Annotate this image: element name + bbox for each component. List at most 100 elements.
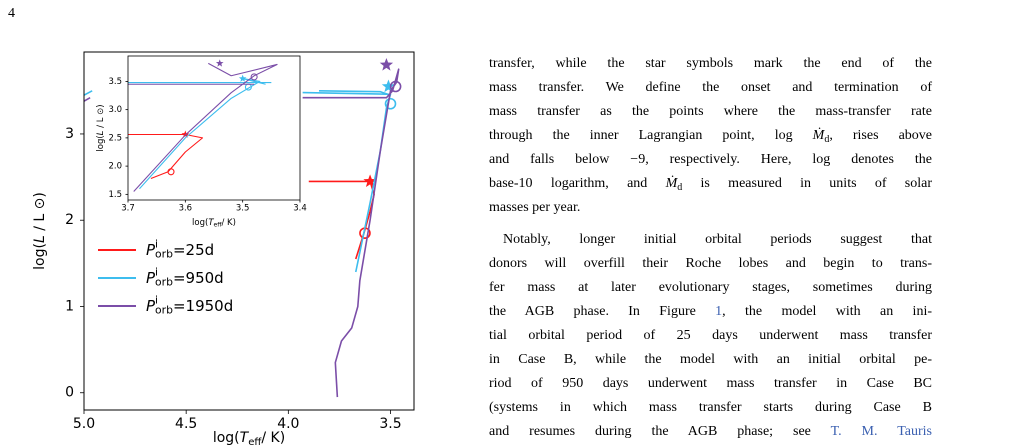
text-line: riod of 950 days underwent mass transfer… [489, 372, 932, 396]
track [128, 78, 272, 190]
frame [127, 55, 301, 201]
y-axis-label: log(L / L ⊙) [96, 104, 106, 151]
end-marker [363, 174, 377, 188]
y-tick-label: 0 [65, 385, 74, 401]
legend-label: Pi orb=1950d [146, 293, 233, 316]
text-part: / K) [261, 430, 285, 446]
y-tick-label: 2.0 [108, 162, 122, 172]
text-part: eff [248, 437, 262, 448]
link[interactable]: 1 [715, 304, 723, 319]
text-line: the AGB phase. In Figure 1, the model wi… [489, 300, 932, 324]
text-part: T [208, 218, 214, 228]
text-part: and falls below −9, respectively. Here, … [489, 152, 932, 167]
text-part: masses per year. [489, 200, 581, 215]
text-part: log( [32, 243, 48, 270]
text-line: transfer, while the star symbols mark th… [489, 52, 932, 76]
text-part: d [677, 182, 683, 193]
text-part: orb [155, 276, 173, 289]
text-part: riod of 950 days underwent mass transfer… [489, 376, 932, 391]
text-line: (systems in which mass transfer starts d… [489, 396, 932, 420]
x-tick-label: 3.5 [379, 416, 401, 432]
text-part: log( [213, 430, 240, 446]
text-part: base-10 logarithm, and [489, 176, 666, 191]
plot-area [128, 56, 300, 200]
text-part: T [240, 430, 250, 446]
legend-label: Pi orb=25d [146, 237, 214, 260]
link[interactable]: T. M. Tauris [830, 424, 932, 439]
y-tick-label: 1.5 [108, 190, 122, 200]
text-part: L [96, 130, 106, 135]
plot [84, 57, 402, 398]
text-part: mass transfer. We define the onset and t… [489, 80, 932, 95]
y-tick-label: 3.0 [108, 105, 122, 115]
onset-marker [167, 168, 175, 176]
y-tick-label: 2 [65, 212, 74, 228]
x-tick-label: 3.7 [121, 204, 135, 214]
text-part: Ṁ [665, 176, 678, 191]
text-part: , the model with an ini- [722, 304, 932, 319]
text-part: log( [96, 135, 106, 151]
end-marker [381, 79, 396, 93]
text-part: i [155, 237, 158, 250]
plot [128, 59, 278, 192]
text-part: P [146, 297, 156, 315]
x-tick-label: 5.0 [73, 416, 95, 432]
page-number: 4 [8, 6, 15, 21]
text-line: fer mass at later evolutionary stages, s… [489, 276, 932, 300]
text-part: P [146, 269, 156, 287]
paragraph-gap [489, 220, 932, 228]
track [128, 133, 204, 180]
y-axis-label: log(L / L ⊙) [32, 192, 48, 270]
text-part: transfer, while the star symbols mark th… [489, 56, 932, 71]
text-part: donors will overfill their Roche lobes a… [489, 256, 932, 271]
text-part: through the inner Lagrangian point, log [489, 128, 813, 143]
text-line: tial orbital period of 25 days underwent… [489, 324, 932, 348]
y-tick-label: 1 [65, 298, 74, 314]
onset-marker [389, 80, 402, 93]
end-marker [215, 59, 224, 67]
text-part: Ṁ [812, 128, 825, 143]
text-part: , rises above [829, 128, 932, 143]
text-part: =25d [173, 241, 214, 259]
text-part: log( [192, 218, 208, 228]
end-marker [379, 57, 394, 71]
x-tick-label: 3.4 [293, 204, 307, 214]
x-tick-label: 3.5 [236, 204, 250, 214]
text-line: donors will overfill their Roche lobes a… [489, 252, 932, 276]
y-tick-label: 3.5 [108, 77, 122, 87]
track [84, 68, 400, 398]
text-part: =1950d [173, 297, 233, 315]
frame [83, 51, 415, 411]
text-line: and resumes during the AGB phase; see T.… [489, 420, 932, 444]
text-part: orb [155, 304, 173, 317]
text-line: and falls below −9, respectively. Here, … [489, 148, 932, 172]
text-part: Notably, longer initial orbital periods … [503, 232, 932, 247]
text-part: tial orbital period of 25 days underwent… [489, 328, 932, 343]
text-line: mass transfer. We define the onset and t… [489, 76, 932, 100]
text-part: / K) [221, 218, 235, 228]
end-marker [181, 130, 190, 138]
text-part: is measured in units of solar [682, 176, 932, 191]
track [128, 62, 278, 192]
x-tick-label: 4.5 [175, 416, 197, 432]
text-line: Notably, longer initial orbital periods … [489, 228, 932, 252]
text-part: L [32, 235, 48, 243]
text-column: transfer, while the star symbols mark th… [489, 52, 932, 444]
text-line: through the inner Lagrangian point, log … [489, 124, 932, 148]
x-tick-label: 4.0 [277, 416, 299, 432]
text-part: =950d [173, 269, 224, 287]
text-line: mass transfer as the points where the ma… [489, 100, 932, 124]
end-marker [238, 74, 247, 82]
text-part: eff [214, 222, 223, 229]
onset-marker [384, 97, 397, 110]
legend-label: Pi orb=950d [146, 265, 224, 288]
text-part: / L ⊙) [32, 192, 48, 235]
y-tick-label: 2.5 [108, 133, 122, 143]
x-axis-label: log(Teff/ K) [192, 218, 236, 229]
text-line: in Case B, while the model with an initi… [489, 348, 932, 372]
text-part: (systems in which mass transfer starts d… [489, 400, 932, 415]
onset-marker [250, 73, 258, 81]
text-line: base-10 logarithm, and Ṁd is measured in… [489, 172, 932, 196]
